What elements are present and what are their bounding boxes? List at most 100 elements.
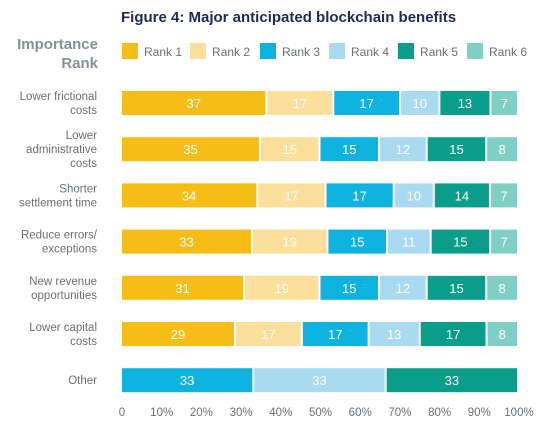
bar-row-6-rank-3 <box>302 322 368 346</box>
legend-items: Rank 1 Rank 2 Rank 3 Rank 4 Rank 5 Rank 6 <box>122 43 527 59</box>
bar-row-5-rank-2 <box>245 275 319 300</box>
bar-label-row-5-rank-3: 15 <box>342 281 356 296</box>
bar-row-4-rank-2 <box>253 229 327 254</box>
legend-label-rank-2: Rank 2 <box>212 45 250 59</box>
bar-row-6-rank-2 <box>235 322 301 346</box>
category-label-5-line-2: opportunities <box>31 290 97 302</box>
bar-label-row-2-rank-1: 35 <box>183 142 197 157</box>
bar-label-row-3-rank-4: 10 <box>407 188 421 203</box>
bar-label-row-2-rank-3: 15 <box>342 142 356 157</box>
bar-label-row-7-rank-3: 33 <box>180 373 194 388</box>
bar-row-5-rank-6 <box>487 275 517 300</box>
x-tick-10: 100% <box>504 407 533 419</box>
bar-row-6-rank-6 <box>487 322 517 346</box>
x-tick-9: 90% <box>468 407 491 419</box>
bar-label-row-4-rank-3: 15 <box>350 235 364 250</box>
bar-row-4-rank-1 <box>122 229 252 254</box>
bar-row-1-rank-3 <box>334 91 400 115</box>
bar-label-row-3-rank-3: 17 <box>352 188 366 203</box>
bar-row-2-rank-4 <box>380 137 426 162</box>
bar-row-4-rank-4 <box>387 229 430 254</box>
bar-row-5-rank-4 <box>380 275 426 300</box>
bar-label-row-7-rank-4: 33 <box>312 373 326 388</box>
bar-row-1-rank-5 <box>440 91 490 115</box>
bar-label-row-4-rank-2: 19 <box>282 235 296 250</box>
legend-label-rank-1: Rank 1 <box>144 45 182 59</box>
bar-row-2-rank-2 <box>260 137 319 162</box>
bar-row-3-rank-1 <box>122 183 257 208</box>
legend-title-line-1: Importance <box>17 36 98 53</box>
bar-label-row-3-rank-1: 34 <box>182 188 196 203</box>
bar-row-1-rank-1 <box>122 91 266 115</box>
x-tick-8: 80% <box>428 407 451 419</box>
legend-label-rank-5: Rank 5 <box>420 45 458 59</box>
bar-row-4-rank-6 <box>491 229 517 254</box>
x-tick-5: 50% <box>309 407 332 419</box>
bar-label-row-2-rank-2: 15 <box>282 142 296 157</box>
bars: 37 17 17 10 13 7 35 15 15 12 15 8 34 17 17 10 14 7 33 19 15 1… <box>122 91 517 393</box>
bar-label-row-6-rank-3: 17 <box>328 327 342 342</box>
bar-label-row-5-rank-5: 15 <box>449 281 463 296</box>
bar-label-row-5-rank-4: 12 <box>396 281 410 296</box>
bar-label-row-5-rank-1: 31 <box>175 281 189 296</box>
bar-row-6-rank-5 <box>420 322 486 346</box>
bar-row-4-rank-3 <box>328 229 386 254</box>
chart-title: Figure 4: Major anticipated blockchain b… <box>121 9 456 26</box>
bar-label-row-6-rank-4: 13 <box>387 327 401 342</box>
x-axis-ticks: 0 10% 20% 30% 40% 50% 60% 70% 80% 90% 100% <box>119 407 534 419</box>
category-label-2-line-1: Lower <box>66 130 97 142</box>
bar-label-row-2-rank-6: 8 <box>499 142 506 157</box>
legend-title-line-2: Rank <box>61 55 98 72</box>
bar-row-6-rank-4 <box>369 322 419 346</box>
x-tick-6: 60% <box>349 407 372 419</box>
bar-row-4-rank-5 <box>431 229 490 254</box>
category-label-7-line-1: Other <box>68 375 97 387</box>
bar-label-row-3-rank-2: 17 <box>284 188 298 203</box>
bar-row-3-rank-3 <box>326 183 393 208</box>
bar-row-7-rank-3 <box>122 368 253 393</box>
bar-row-1-rank-4 <box>401 91 439 115</box>
bar-label-row-1-rank-2: 17 <box>293 96 307 111</box>
bar-row-3-rank-5 <box>434 183 489 208</box>
legend-swatch-rank-1 <box>122 43 138 59</box>
bar-row-2-rank-6 <box>487 137 517 162</box>
category-label-1-line-2: costs <box>70 105 97 117</box>
bar-label-row-1-rank-3: 17 <box>359 96 373 111</box>
bar-label-row-1-rank-5: 13 <box>458 96 472 111</box>
x-tick-4: 40% <box>269 407 292 419</box>
bar-label-row-4-rank-5: 15 <box>453 235 467 250</box>
category-label-3-line-2: settlement time <box>19 197 97 209</box>
bar-label-row-1-rank-4: 10 <box>412 96 426 111</box>
legend-swatch-rank-2 <box>190 43 206 59</box>
category-label-2-line-2: administrative <box>26 144 97 156</box>
bar-row-1-rank-6 <box>491 91 517 115</box>
legend-swatch-rank-4 <box>329 43 345 59</box>
bar-row-7-rank-4 <box>254 368 385 393</box>
x-tick-0: 0 <box>119 407 125 419</box>
legend-swatch-rank-5 <box>398 43 414 59</box>
bar-row-7-rank-5 <box>386 368 517 393</box>
bar-label-row-1-rank-6: 7 <box>501 96 508 111</box>
legend-swatch-rank-6 <box>467 43 483 59</box>
bar-row-3-rank-2 <box>258 183 325 208</box>
bar-row-1-rank-2 <box>267 91 333 115</box>
bar-label-row-6-rank-2: 17 <box>261 327 275 342</box>
legend-label-rank-6: Rank 6 <box>489 45 527 59</box>
x-tick-3: 30% <box>230 407 253 419</box>
bar-row-5-rank-5 <box>427 275 486 300</box>
category-label-6-line-2: costs <box>70 336 97 348</box>
category-label-1-line-1: Lower frictional <box>20 91 97 103</box>
bar-label-row-4-rank-1: 33 <box>179 235 193 250</box>
category-label-5-line-1: New revenue <box>29 276 97 288</box>
bar-label-row-6-rank-1: 29 <box>171 327 185 342</box>
bar-row-2-rank-5 <box>427 137 486 162</box>
bar-label-row-6-rank-5: 17 <box>446 327 460 342</box>
x-tick-2: 20% <box>190 407 213 419</box>
legend-label-rank-4: Rank 4 <box>351 45 389 59</box>
bar-row-5-rank-1 <box>122 275 244 300</box>
bar-label-row-1-rank-1: 37 <box>186 96 200 111</box>
bar-label-row-5-rank-2: 19 <box>275 281 289 296</box>
x-tick-7: 70% <box>388 407 411 419</box>
bar-row-5-rank-3 <box>320 275 379 300</box>
bar-label-row-2-rank-4: 12 <box>396 142 410 157</box>
